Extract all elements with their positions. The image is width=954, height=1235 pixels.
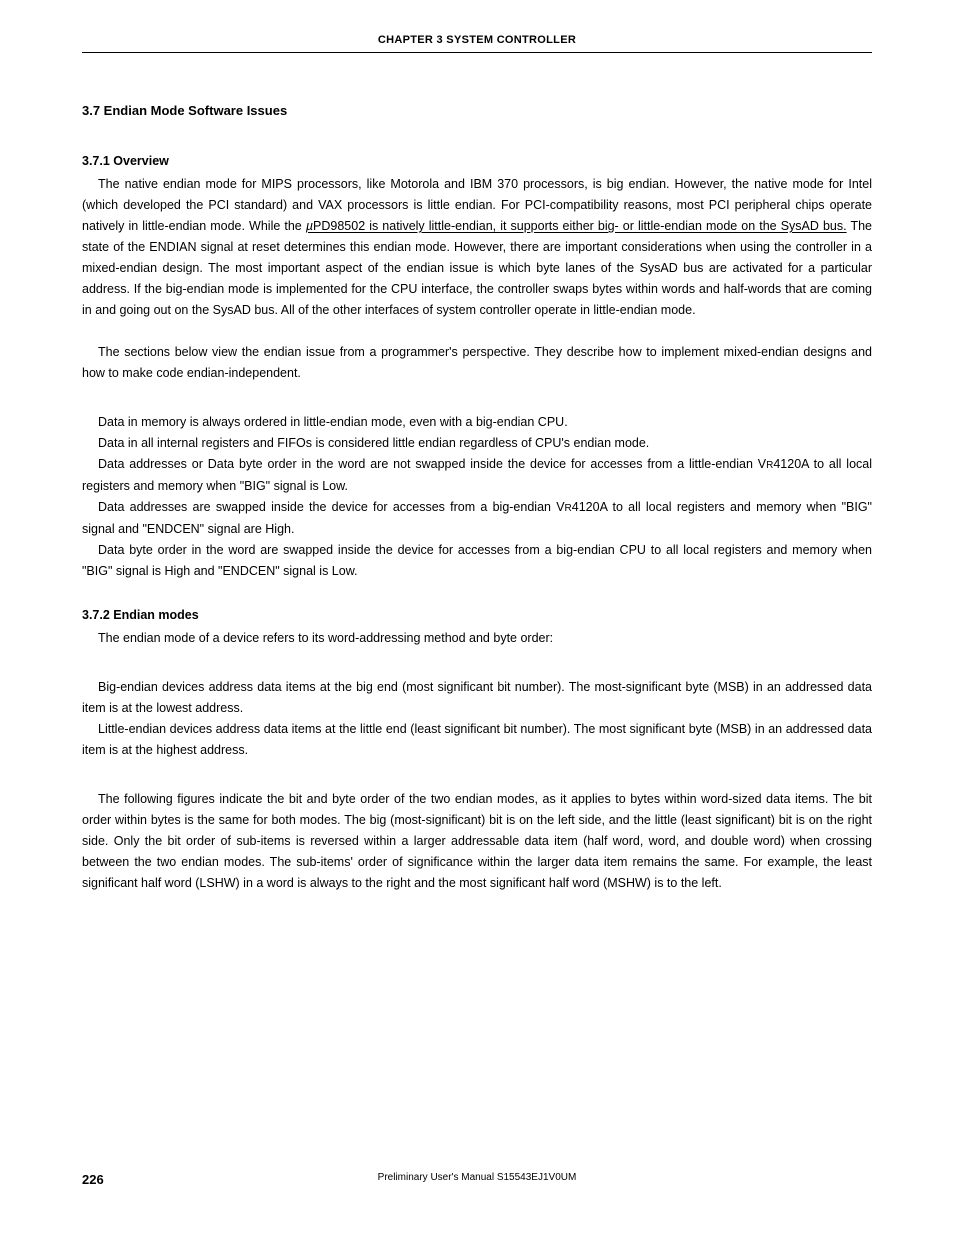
- endian-modes-para-2a: Big-endian devices address data items at…: [82, 677, 872, 719]
- document-id: Preliminary User's Manual S15543EJ1V0UM: [378, 1172, 577, 1183]
- underlined-text: µPD98502 is natively little-endian, it s…: [306, 219, 847, 233]
- endian-modes-para-2b: Little-endian devices address data items…: [82, 719, 872, 761]
- page-content: CHAPTER 3 SYSTEM CONTROLLER 3.7 Endian M…: [0, 0, 954, 894]
- endian-modes-para-3: The following figures indicate the bit a…: [82, 789, 872, 894]
- small-r: R: [565, 503, 572, 514]
- overview-list-3: Data addresses or Data byte order in the…: [82, 454, 872, 497]
- text: The state of the ENDIAN signal at reset …: [82, 219, 872, 317]
- text: Data addresses or Data byte order in the…: [98, 457, 766, 471]
- overview-para-1: The native endian mode for MIPS processo…: [82, 174, 872, 321]
- text: Data addresses are swapped inside the de…: [98, 500, 565, 514]
- chapter-header: CHAPTER 3 SYSTEM CONTROLLER: [82, 34, 872, 53]
- page-footer: 226 Preliminary User's Manual S15543EJ1V…: [82, 1172, 872, 1187]
- overview-para-2: The sections below view the endian issue…: [82, 342, 872, 384]
- page-number: 226: [82, 1172, 104, 1187]
- subsection-heading-endian-modes: 3.7.2 Endian modes: [82, 608, 872, 622]
- overview-list-4: Data addresses are swapped inside the de…: [82, 497, 872, 540]
- overview-list-1: Data in memory is always ordered in litt…: [82, 412, 872, 433]
- section-heading: 3.7 Endian Mode Software Issues: [82, 103, 872, 118]
- subsection-heading-overview: 3.7.1 Overview: [82, 154, 872, 168]
- text: PD98502 is natively little-endian, it su…: [313, 219, 847, 233]
- mu-char: µ: [306, 219, 313, 233]
- overview-list-2: Data in all internal registers and FIFOs…: [82, 433, 872, 454]
- overview-list-5: Data byte order in the word are swapped …: [82, 540, 872, 582]
- endian-modes-para-1: The endian mode of a device refers to it…: [82, 628, 872, 649]
